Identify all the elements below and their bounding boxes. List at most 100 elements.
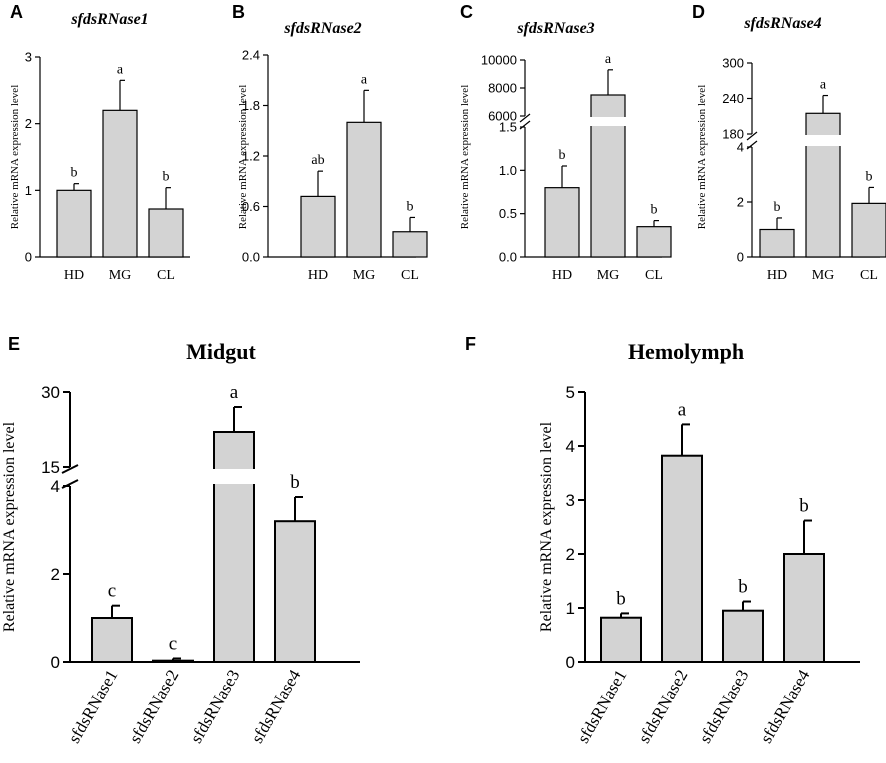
- y-tick-label: 0.6: [242, 199, 260, 214]
- significance-letter: c: [169, 633, 177, 654]
- y-axis-label: Relative mRNA expression level: [538, 421, 555, 632]
- significance-letter: a: [820, 78, 827, 93]
- y-tick-label: 240: [722, 91, 744, 106]
- significance-letter: b: [774, 200, 781, 215]
- significance-letter: b: [407, 199, 414, 214]
- bar-sfdsrnase3: [722, 609, 764, 664]
- panel-letter: B: [232, 2, 245, 22]
- y-tick-label: 3: [25, 50, 32, 65]
- significance-letter: b: [616, 588, 626, 609]
- panel-letter: F: [465, 334, 476, 354]
- bar-break-gap: [805, 135, 841, 146]
- y-tick-label: 0.5: [499, 206, 517, 221]
- bar-hd: [300, 195, 336, 258]
- axis-break-mark: [746, 140, 758, 150]
- chart-title: sfdsRNase2: [283, 20, 361, 37]
- panel-f: F Hemolymph Relative mRNA expression level…: [465, 334, 860, 746]
- x-tick-label: CL: [157, 268, 175, 283]
- y-tick-label: 4: [51, 477, 60, 496]
- significance-letter: a: [117, 62, 124, 77]
- bar-sfdsrnase1: [600, 616, 642, 663]
- x-tick-label: HD: [64, 268, 84, 283]
- bar-mg: [346, 121, 382, 258]
- y-tick-label: 10000: [481, 53, 517, 68]
- bar-break-gap: [213, 469, 255, 484]
- y-tick-label: 2: [566, 545, 575, 564]
- panel-letter: E: [8, 334, 20, 354]
- y-tick-label: 5: [566, 383, 575, 402]
- bar-cl: [148, 208, 184, 258]
- significance-letter: b: [163, 170, 170, 185]
- y-tick-label: 4: [566, 437, 575, 456]
- y-tick-label: 0: [737, 250, 744, 265]
- axis-break-mark: [746, 131, 758, 141]
- bar-break-gap: [590, 117, 626, 126]
- chart-title: Hemolymph: [628, 339, 744, 364]
- bar-sfdsrnase4: [274, 520, 316, 664]
- significance-letter: b: [651, 203, 658, 218]
- significance-letter: b: [799, 496, 809, 517]
- y-tick-label: 1: [25, 183, 32, 198]
- y-tick-label: 1.8: [242, 98, 260, 113]
- bar-hd: [544, 187, 580, 258]
- y-axis-label: Relative mRNA expression level: [696, 85, 708, 230]
- y-tick-label: 180: [722, 127, 744, 142]
- significance-letter: b: [290, 472, 300, 493]
- panel-e: E Midgut Relative mRNA expression level 0 2 4…: [1, 334, 360, 746]
- y-tick-label: 8000: [488, 81, 517, 96]
- bar-sfdsrnase2: [152, 659, 194, 663]
- y-tick-label: 1.0: [499, 163, 517, 178]
- significance-letter: b: [71, 166, 78, 181]
- panel-letter: D: [692, 2, 705, 22]
- y-tick-label: 2: [25, 116, 32, 131]
- x-tick-label: HD: [552, 268, 572, 283]
- significance-letter: b: [738, 577, 748, 598]
- x-tick-label: sfdsRNase1: [64, 667, 121, 747]
- x-tick-label: MG: [353, 268, 376, 283]
- y-tick-label: 2: [737, 195, 744, 210]
- y-axis-label: Relative mRNA expression level: [9, 85, 21, 230]
- x-tick-label: CL: [645, 268, 663, 283]
- bar-cl: [392, 231, 428, 258]
- y-tick-label: 15: [41, 458, 60, 477]
- significance-letter: a: [678, 399, 687, 420]
- y-axis-label: Relative mRNA expression level: [459, 85, 471, 230]
- axis-break-mark: [519, 120, 531, 130]
- bar-sfdsrnase3: [213, 431, 255, 663]
- panel-letter: C: [460, 2, 473, 22]
- y-tick-label: 4: [737, 140, 744, 155]
- chart-title: Midgut: [186, 339, 256, 364]
- axis-break-mark: [519, 113, 531, 123]
- significance-letter: b: [559, 148, 566, 163]
- x-tick-label: HD: [308, 268, 328, 283]
- chart-title: sfdsRNase3: [516, 20, 594, 37]
- bar-mg: [102, 109, 138, 258]
- y-axis-label: Relative mRNA expression level: [1, 421, 18, 632]
- y-tick-label: 2.4: [242, 48, 260, 63]
- bar-cl: [851, 202, 886, 258]
- axis-break-mark: [61, 464, 79, 474]
- y-tick-label: 30: [41, 383, 60, 402]
- x-tick-label: sfdsRNase4: [756, 666, 813, 746]
- y-tick-label: 1.2: [242, 149, 260, 164]
- x-tick-label: sfdsRNase2: [634, 667, 691, 747]
- bar-sfdsrnase2: [661, 454, 703, 663]
- x-tick-label: sfdsRNase3: [695, 667, 752, 747]
- x-tick-label: sfdsRNase2: [125, 667, 182, 747]
- significance-letter: b: [866, 169, 873, 184]
- x-tick-label: MG: [812, 268, 835, 283]
- x-tick-label: sfdsRNase3: [186, 667, 243, 747]
- y-tick-label: 3: [566, 491, 575, 510]
- significance-letter: a: [361, 72, 368, 87]
- bar-sfdsrnase1: [91, 617, 133, 663]
- bar-hd: [56, 189, 92, 258]
- bar-sfdsrnase4: [783, 553, 825, 663]
- chart-title: sfdsRNase4: [743, 15, 821, 32]
- y-tick-label: 0: [51, 653, 60, 672]
- significance-letter: ab: [311, 153, 324, 168]
